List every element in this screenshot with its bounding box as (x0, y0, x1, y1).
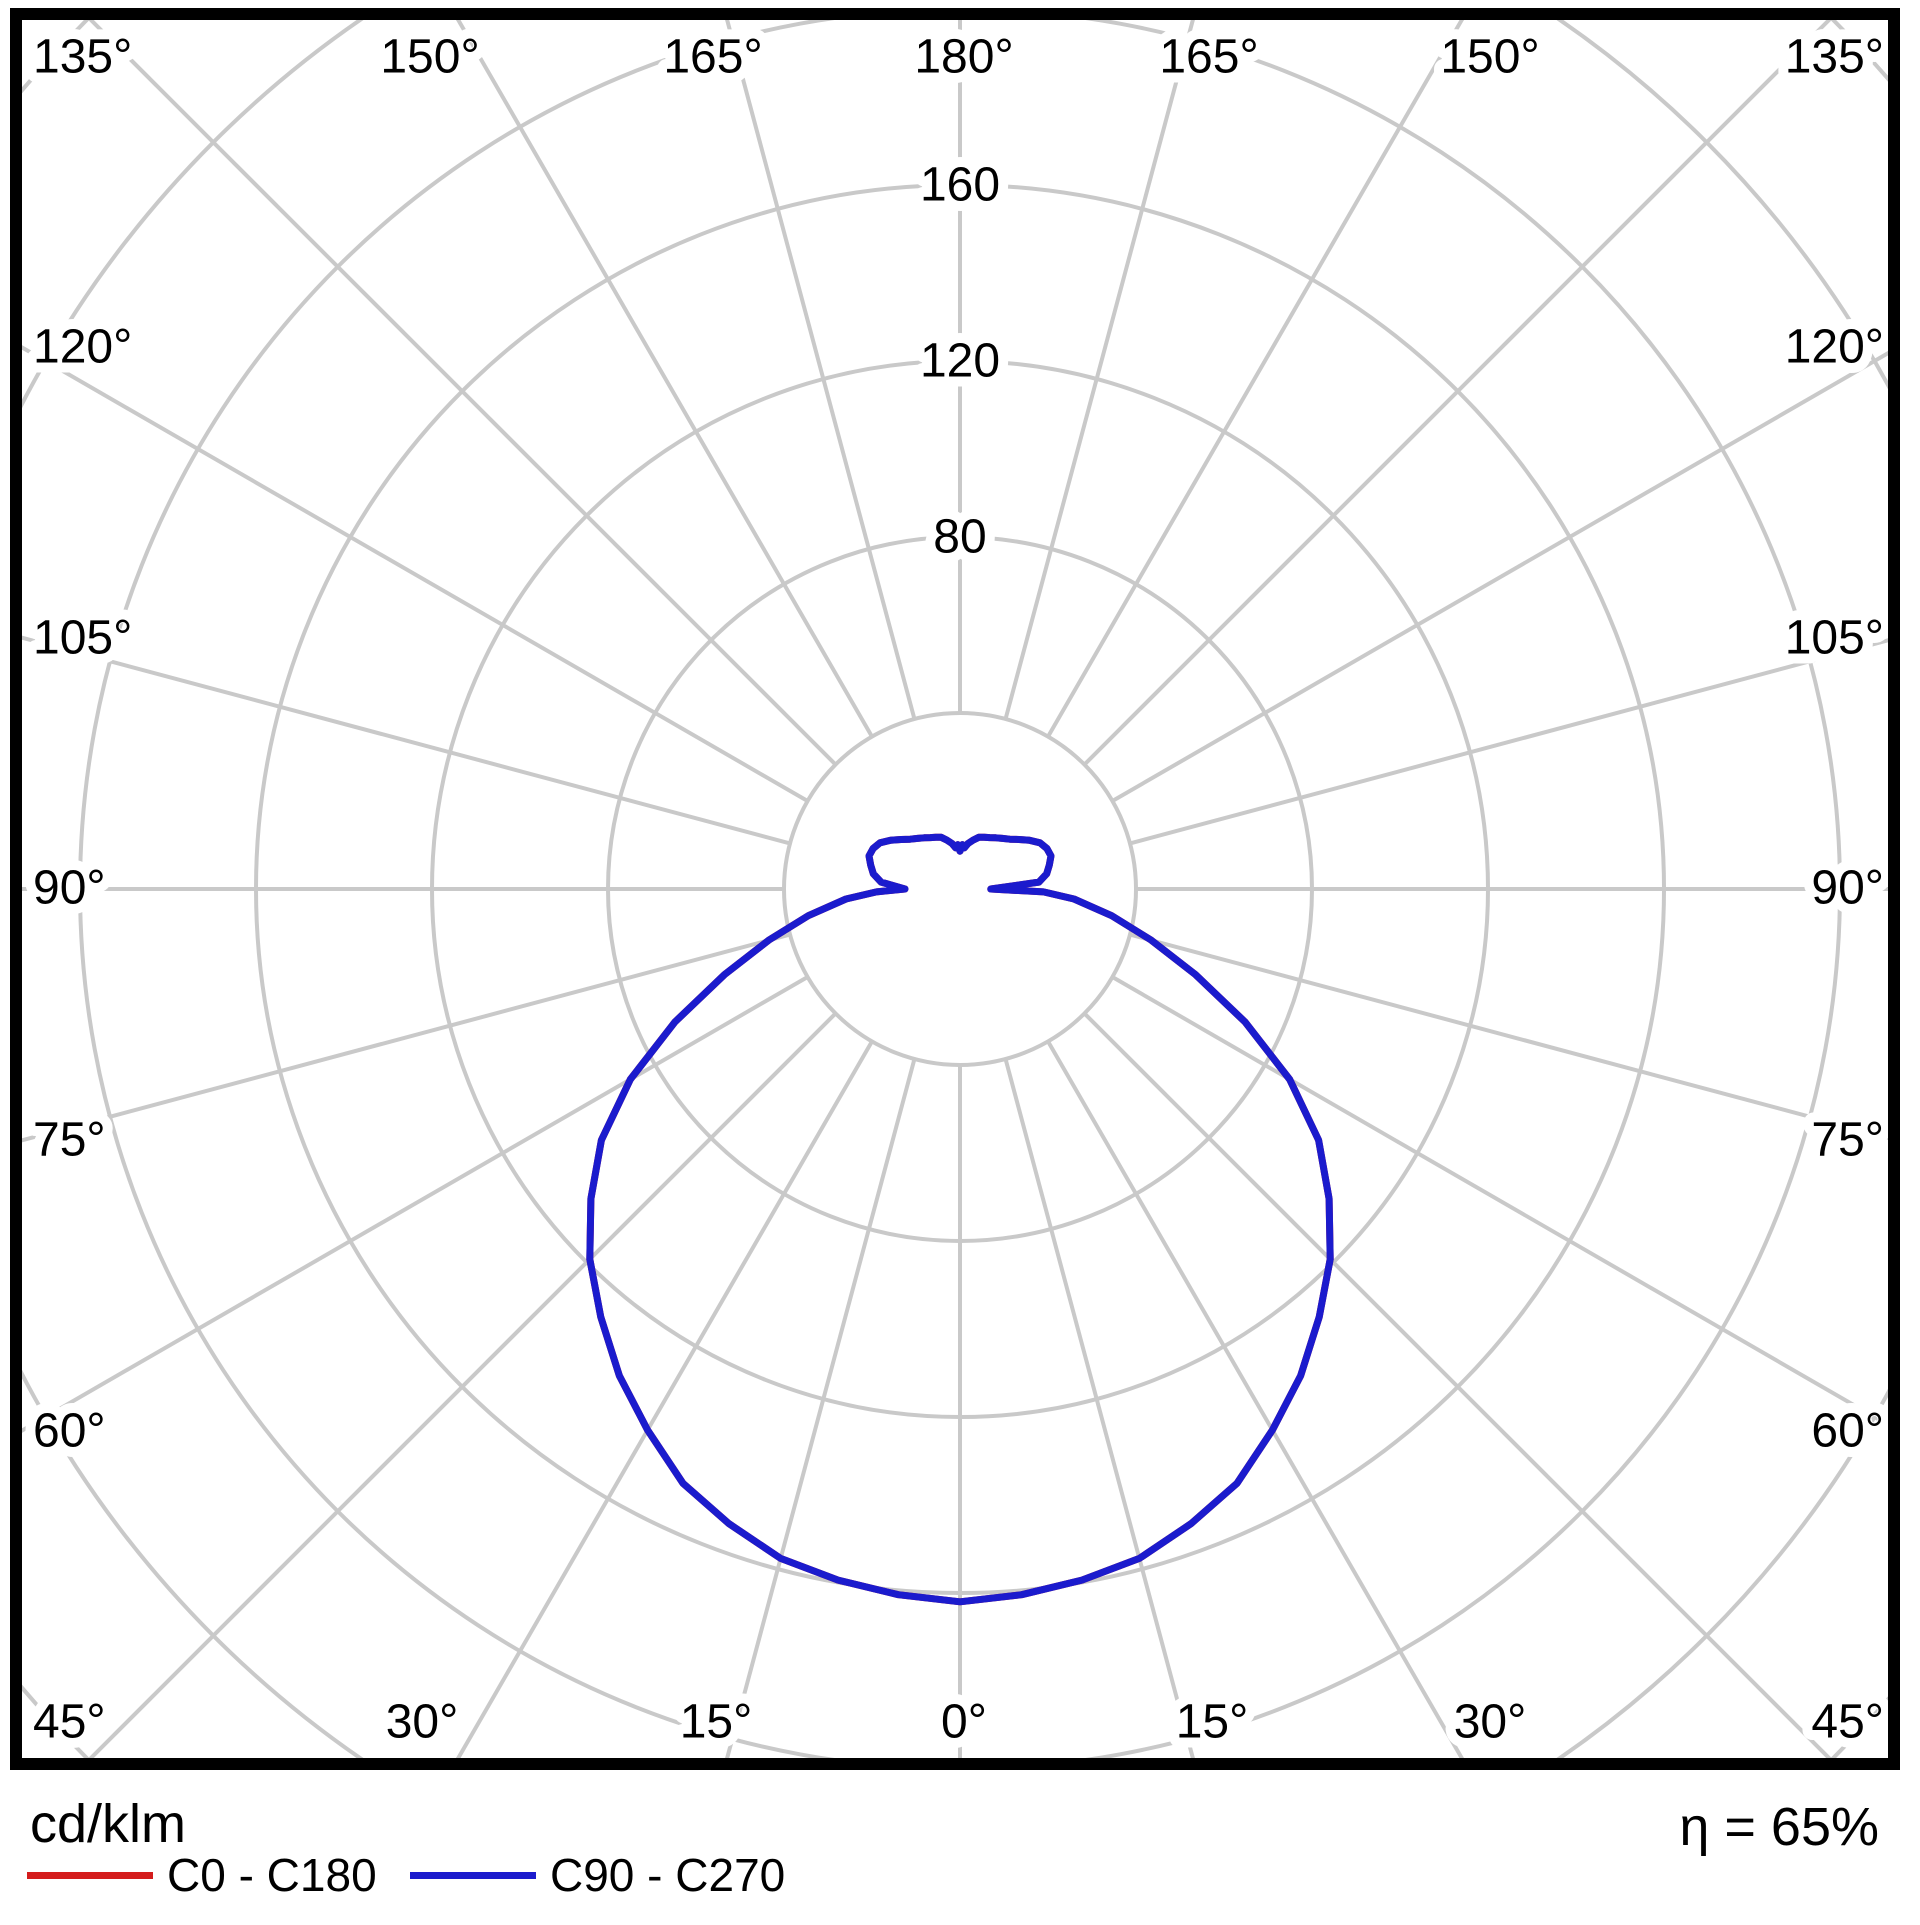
angle-label-left: 60° (33, 1405, 106, 1458)
grid-spoke (22, 932, 791, 1143)
grid-spoke (1003, 20, 1195, 720)
angle-label-bottom: 30° (386, 1696, 459, 1749)
c90-c270-line-swatch (410, 1871, 536, 1879)
legend-item-c0-c180: C0 - C180 (27, 1848, 377, 1902)
angle-label-right: 90° (1811, 862, 1884, 915)
radial-tick-label: 80 (933, 511, 986, 564)
c90-c270-curve (586, 833, 1334, 1606)
grid-spoke (1129, 638, 1888, 846)
grid-spoke (22, 345, 809, 803)
angle-label-left: 105° (33, 612, 132, 665)
grid-spoke (725, 20, 917, 720)
legend-label-c90-c270: C90 - C270 (550, 1849, 786, 1901)
grid-spoke (1046, 1040, 1465, 1758)
angle-label-top: 135° (33, 31, 132, 84)
angle-label-top: 180° (914, 31, 1013, 84)
plot-border (10, 8, 1900, 1770)
radial-tick-label: 160 (920, 159, 1000, 212)
grid-spoke (1003, 1058, 1195, 1758)
grid-spoke (1083, 20, 1832, 766)
angle-label-left: 75° (33, 1114, 106, 1167)
angle-label-top: 165° (663, 31, 762, 84)
grid-spoke (455, 1040, 874, 1758)
light-output-ratio-label: η = 65% (1679, 1797, 1879, 1857)
grid-spoke (1111, 350, 1888, 803)
legend-label-c0-c180: C0 - C180 (167, 1849, 377, 1901)
grid-spoke (1129, 932, 1888, 1140)
grid-spoke (1083, 1012, 1832, 1758)
angle-label-right: 60° (1811, 1405, 1884, 1458)
angle-label-left: 90° (33, 862, 106, 915)
grid-spoke (725, 1058, 917, 1758)
angle-label-right: 75° (1811, 1114, 1884, 1167)
angle-label-top: 135° (1785, 31, 1884, 84)
grid-spoke (88, 20, 837, 766)
radial-unit-label: cd/klm (30, 1794, 187, 1854)
grid-spoke (22, 635, 791, 846)
grid-spoke (88, 1012, 837, 1758)
angle-label-bottom: 15° (680, 1696, 753, 1749)
c0-c180-line-swatch (27, 1871, 153, 1879)
grid-spoke (455, 20, 874, 738)
legend-item-c90-c270: C90 - C270 (410, 1848, 785, 1902)
angle-label-top: 150° (1440, 31, 1539, 84)
angle-label-bottom: 45° (1811, 1696, 1884, 1749)
angle-label-right: 120° (1785, 321, 1884, 374)
angle-label-bottom: 45° (33, 1696, 106, 1749)
angle-label-bottom: 0° (941, 1696, 987, 1749)
radial-tick-label: 120 (920, 335, 1000, 388)
angle-label-top: 165° (1159, 31, 1258, 84)
angle-label-left: 120° (33, 321, 132, 374)
grid-spoke (1046, 20, 1465, 738)
angle-label-right: 105° (1785, 612, 1884, 665)
angle-label-top: 150° (380, 31, 479, 84)
angle-label-bottom: 30° (1454, 1696, 1527, 1749)
angle-label-bottom: 15° (1176, 1696, 1249, 1749)
